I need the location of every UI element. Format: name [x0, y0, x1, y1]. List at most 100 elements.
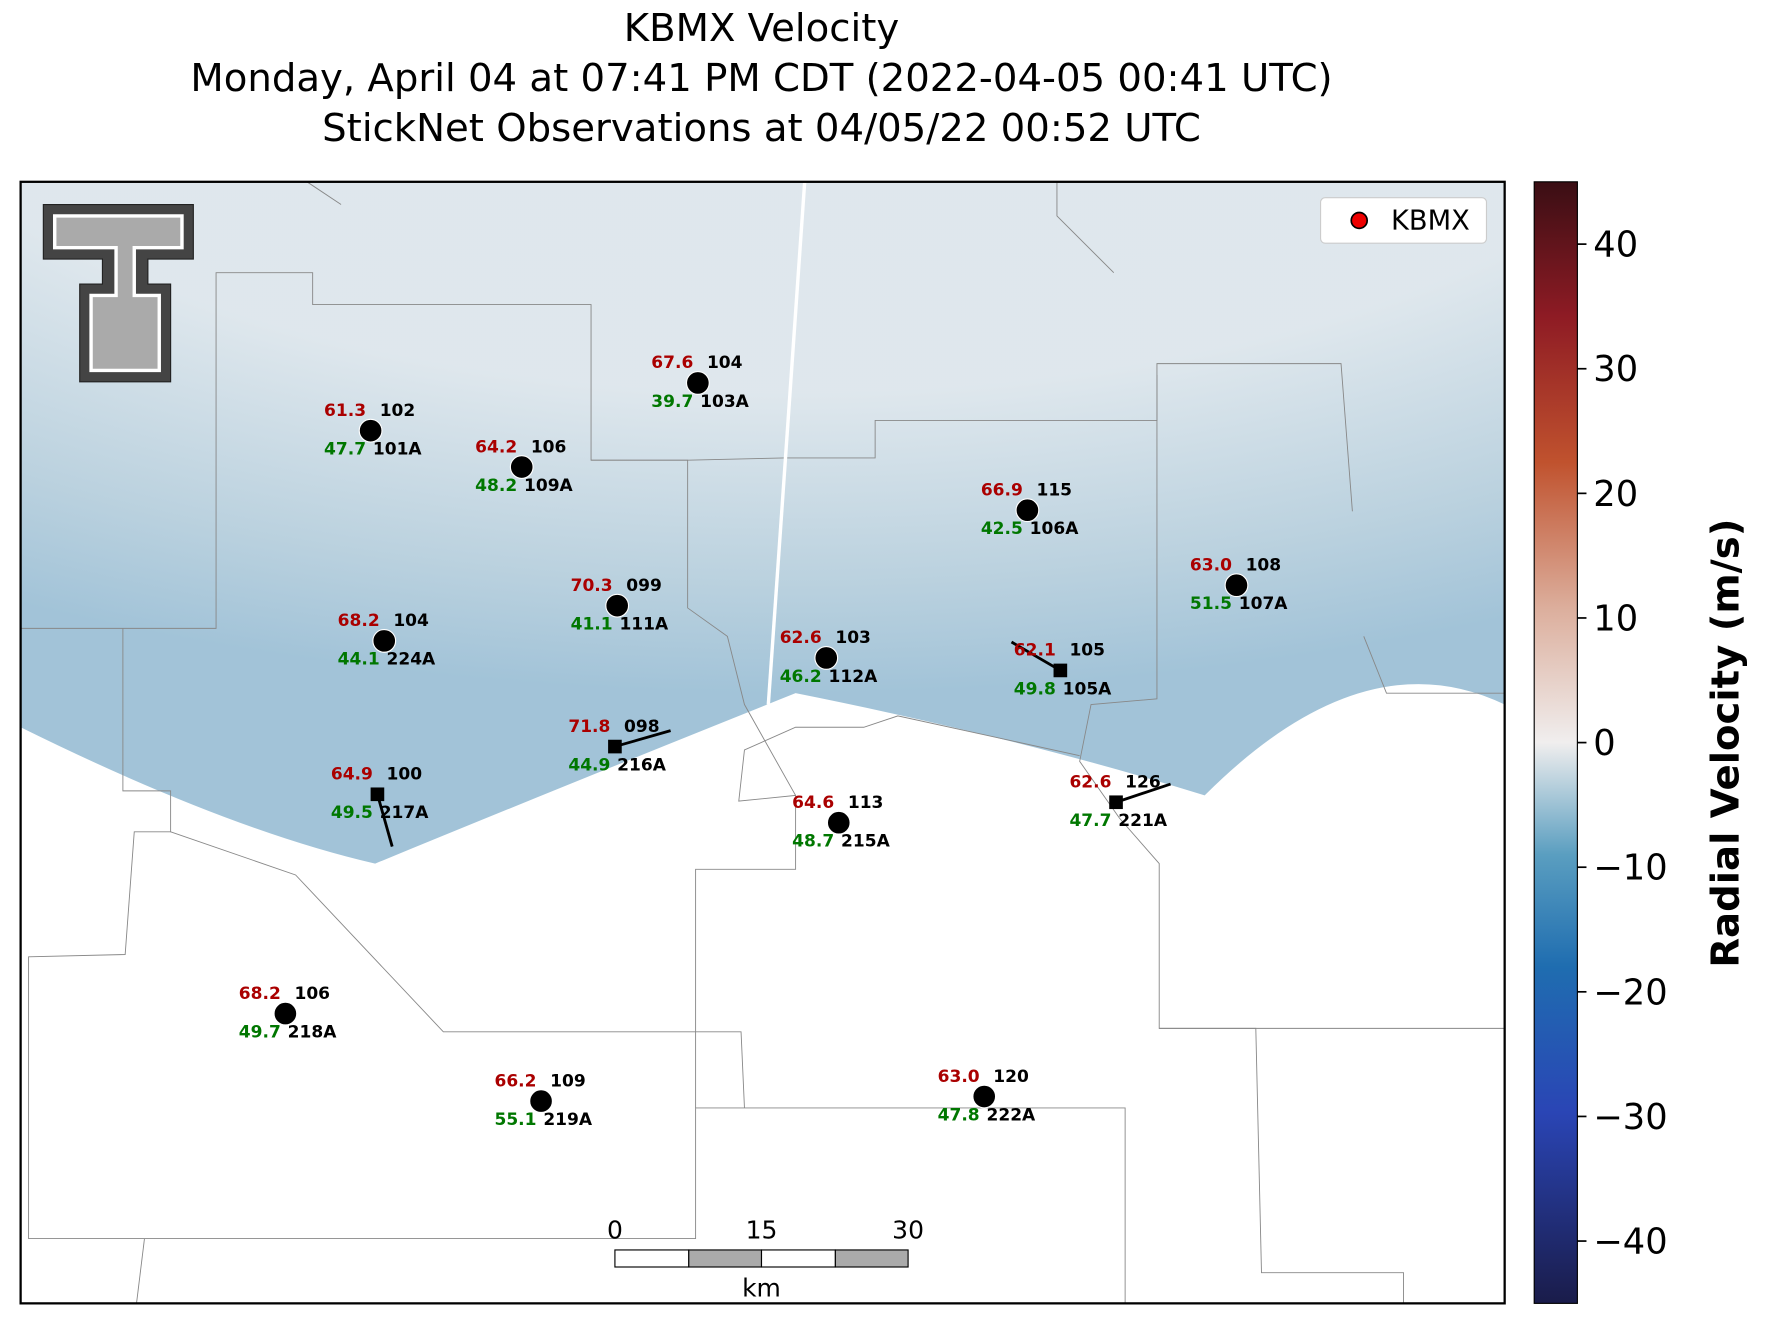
station-id: 221A	[1118, 811, 1168, 831]
station-id: 216A	[617, 755, 667, 775]
dewpoint: 44.9	[568, 755, 610, 775]
dewpoint: 48.7	[792, 832, 834, 852]
dewpoint: 47.7	[324, 440, 366, 460]
temperature: 67.6	[651, 353, 693, 373]
temperature: 64.2	[475, 437, 517, 457]
dewpoint: 44.1	[338, 650, 380, 670]
scale-tick-label: 0	[607, 1216, 623, 1245]
logo	[42, 203, 194, 383]
wind-barb	[614, 729, 671, 748]
colorbar-tick-label: −40	[1593, 1222, 1667, 1263]
scale-unit: km	[742, 1274, 781, 1303]
colorbar-tick-label: −30	[1593, 1097, 1667, 1138]
station-marker	[358, 418, 383, 443]
station-id: 224A	[387, 650, 437, 670]
direction: 126	[1125, 772, 1161, 792]
scale-bar	[614, 1249, 909, 1268]
station-marker	[509, 455, 534, 479]
direction: 102	[380, 401, 416, 421]
station-marker	[972, 1084, 997, 1109]
wind-barb	[1010, 640, 1062, 672]
direction: 100	[387, 765, 423, 785]
station-id: 107A	[1239, 594, 1289, 614]
station-id: 101A	[373, 440, 423, 460]
colorbar-tick-label: 10	[1593, 598, 1638, 639]
temperature: 64.6	[792, 793, 834, 813]
legend-label: KBMX	[1391, 206, 1470, 237]
station-marker	[372, 628, 397, 653]
temperature: 68.2	[239, 984, 281, 1004]
dewpoint: 41.1	[571, 615, 613, 635]
station-marker	[529, 1089, 553, 1114]
direction: 106	[294, 984, 330, 1004]
station-marker	[1109, 795, 1123, 810]
station-id: 112A	[829, 667, 879, 687]
colorbar-tick-label: −10	[1593, 848, 1667, 889]
station-id: 103A	[700, 392, 750, 412]
temperature: 61.3	[324, 401, 366, 421]
scale-tick-label: 30	[892, 1216, 924, 1245]
legend	[1320, 197, 1488, 244]
station-id: 222A	[986, 1105, 1036, 1125]
temperature: 64.9	[331, 765, 373, 785]
wind-barb	[1115, 782, 1172, 804]
colorbar-tick-label: 20	[1593, 474, 1638, 515]
colorbar-tick-label: 40	[1593, 225, 1638, 266]
dewpoint: 39.7	[651, 392, 693, 412]
station-marker	[370, 787, 385, 802]
dewpoint: 55.1	[494, 1110, 536, 1130]
temperature: 62.1	[1014, 641, 1056, 661]
station-marker	[1224, 573, 1249, 598]
station-marker	[814, 646, 839, 670]
station-id: 105A	[1063, 679, 1113, 699]
direction: 099	[626, 576, 662, 596]
direction: 113	[848, 793, 884, 813]
station-marker	[273, 1001, 298, 1026]
temperature: 70.3	[571, 576, 613, 596]
scale-tick-label: 15	[746, 1216, 778, 1245]
colorbar-tick-label: 0	[1593, 723, 1615, 764]
dewpoint: 49.7	[239, 1022, 281, 1042]
direction: 108	[1246, 555, 1282, 575]
direction: 109	[550, 1071, 586, 1091]
dewpoint: 48.2	[475, 476, 517, 496]
station-marker	[608, 739, 622, 754]
station-id: 218A	[288, 1022, 338, 1042]
station-id: 215A	[841, 832, 891, 852]
direction: 104	[393, 611, 429, 631]
station-marker	[826, 810, 851, 835]
map-area	[19, 180, 1506, 1305]
station-marker	[1015, 498, 1040, 523]
station-id: 109A	[524, 476, 574, 496]
station-id: 106A	[1030, 519, 1080, 539]
wind-barb	[376, 793, 394, 847]
title: KBMX Velocity	[624, 6, 899, 51]
direction: 105	[1069, 641, 1105, 661]
colorbar-tick-label: −20	[1593, 972, 1667, 1013]
dewpoint: 47.7	[1069, 811, 1111, 831]
dewpoint: 47.8	[938, 1105, 980, 1125]
temperature: 68.2	[338, 611, 380, 631]
colorbar-label: Radial Velocity (m/s)	[1704, 519, 1749, 968]
colorbar	[1533, 181, 1578, 1304]
temperature: 63.0	[1190, 555, 1232, 575]
station-id: 219A	[543, 1110, 593, 1130]
direction: 115	[1036, 480, 1072, 500]
subtitle: StickNet Observations at 04/05/22 00:52 …	[322, 106, 1201, 151]
dewpoint: 42.5	[981, 519, 1023, 539]
temperature: 62.6	[1069, 772, 1111, 792]
direction: 120	[993, 1067, 1029, 1087]
direction: 104	[707, 353, 743, 373]
subtitle: Monday, April 04 at 07:41 PM CDT (2022-0…	[190, 56, 1332, 101]
colorbar-tick-label: 30	[1593, 349, 1638, 390]
direction: 103	[835, 628, 871, 648]
station-id: 217A	[380, 803, 430, 823]
dewpoint: 49.5	[331, 803, 373, 823]
dewpoint: 46.2	[780, 667, 822, 687]
station-id: 111A	[619, 615, 669, 635]
temperature: 63.0	[938, 1067, 980, 1087]
temperature: 71.8	[568, 717, 610, 737]
temperature: 62.6	[780, 628, 822, 648]
station-marker	[685, 371, 710, 395]
direction: 106	[531, 437, 567, 457]
